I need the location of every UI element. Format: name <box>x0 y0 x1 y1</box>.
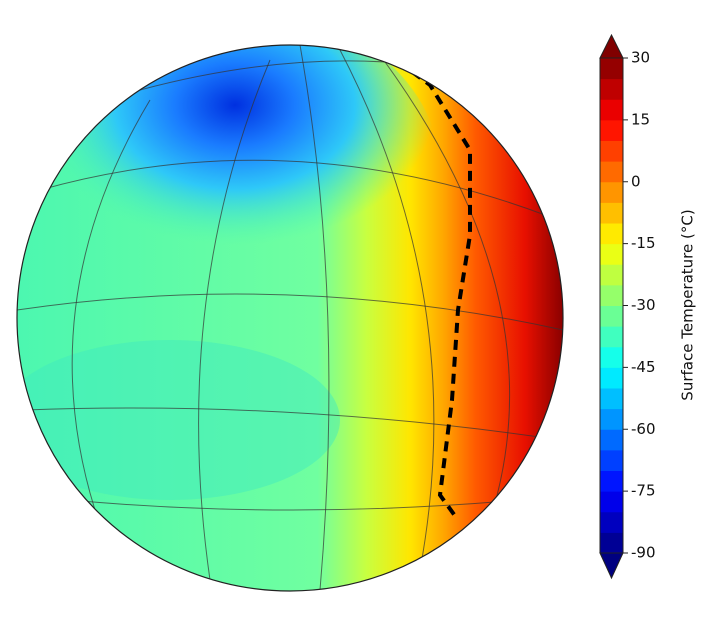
colorbar-level <box>600 181 623 203</box>
cool-region <box>17 340 340 500</box>
colorbar-level <box>600 284 623 306</box>
colorbar-level <box>600 119 623 141</box>
colorbar-tick-label: 15 <box>631 110 650 128</box>
colorbar-tick-label: -60 <box>631 420 656 438</box>
colorbar-label: Surface Temperature (°C) <box>679 209 697 400</box>
colorbar-tick-label: -90 <box>631 544 656 562</box>
globe-outline <box>16 44 564 592</box>
colorbar-level <box>600 532 623 554</box>
colorbar-extend-max <box>599 33 624 59</box>
colorbar-level <box>600 99 623 121</box>
colorbar-tick-label: -30 <box>631 296 656 314</box>
colorbar-extend-min <box>599 552 624 580</box>
colorbar-level <box>600 161 623 183</box>
colorbar-tick-label: 0 <box>631 172 641 190</box>
globe <box>17 45 563 591</box>
terminator-line <box>383 50 472 522</box>
colorbar-level <box>600 491 623 513</box>
colorbar-level <box>600 408 623 430</box>
colorbar-level <box>600 449 623 471</box>
colorbar-level <box>600 470 623 492</box>
colorbar-level <box>600 202 623 224</box>
colorbar-level <box>600 511 623 533</box>
graticule <box>17 45 563 591</box>
colorbar-level <box>600 429 623 451</box>
colorbar-tick-label: -75 <box>631 482 656 500</box>
colorbar-level <box>600 140 623 162</box>
colorbar-tick-label: -45 <box>631 358 656 376</box>
colorbar-level <box>600 305 623 327</box>
colorbar: -90 -75 -60 -45 -30 -15 0 15 30 <box>599 33 656 580</box>
colorbar-level <box>600 388 623 410</box>
colorbar-level <box>600 243 623 265</box>
colorbar-level <box>600 367 623 389</box>
colorbar-level <box>600 326 623 348</box>
colorbar-level <box>600 346 623 368</box>
colorbar-level <box>600 78 623 100</box>
colorbar-tick-label: -15 <box>631 234 656 252</box>
colorbar-level <box>600 264 623 286</box>
colorbar-level <box>600 58 623 80</box>
colorbar-tick-label: 30 <box>631 49 650 67</box>
colorbar-level <box>600 223 623 245</box>
